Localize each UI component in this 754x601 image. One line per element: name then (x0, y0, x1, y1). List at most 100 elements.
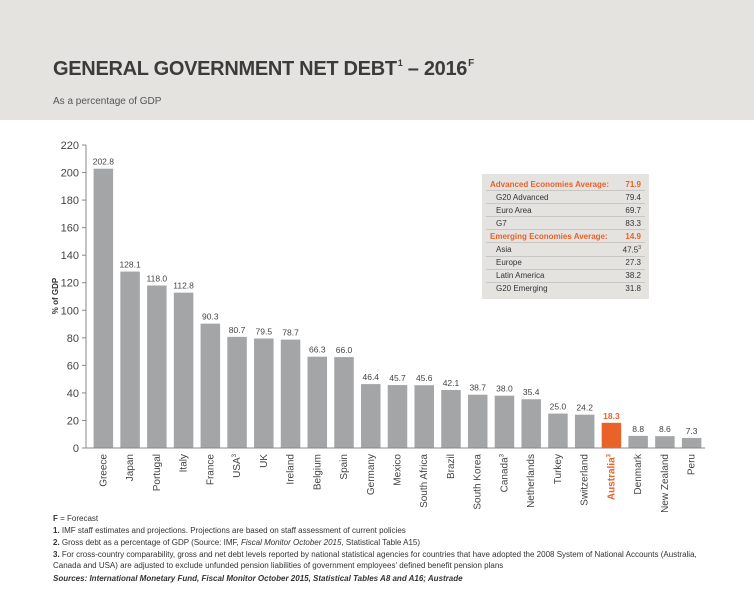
footnote-2-text-italic: Fiscal Monitor October 2015 (240, 538, 342, 547)
y-tick-label-100: 100 (61, 305, 79, 317)
value-label-ireland: 78.7 (282, 328, 299, 338)
value-label-greece: 202.8 (93, 157, 115, 167)
bar-switzerland (574, 414, 595, 448)
category-label-ireland: Ireland (286, 454, 297, 485)
bar-peru (681, 437, 702, 448)
averages-row: Emerging Economies Average: 14.9 (486, 229, 645, 243)
y-tick-label-160: 160 (61, 223, 79, 235)
category-sup-australia: 3 (606, 453, 612, 457)
category-label-usa: USA3 (232, 453, 243, 478)
footnote-2-number: 2. (53, 538, 60, 547)
footnote-forecast-text: = Forecast (57, 514, 99, 523)
footnote-1-number: 1. (53, 526, 60, 535)
averages-row-value-sup: 3 (638, 244, 641, 251)
bar-mexico (387, 385, 408, 448)
category-label-south-africa: South Africa (419, 454, 430, 508)
title-year: – 2016 (402, 58, 468, 80)
category-label-germany: Germany (366, 454, 377, 495)
bar-ireland (280, 339, 301, 448)
category-label-south-korea: South Korea (473, 454, 484, 510)
value-label-denmark: 8.8 (632, 424, 644, 434)
bar-brazil (441, 390, 461, 448)
value-label-france: 90.3 (202, 312, 219, 322)
bar-france (200, 323, 221, 448)
footnote-3: 3. For cross-country comparability, gros… (53, 549, 713, 571)
y-tick-label-0: 0 (73, 443, 79, 455)
bar-spain (334, 357, 354, 448)
bar-chart: 0 20 40 60 80 100 120 140 160 180 200 220 % of GDP 20… (51, 140, 705, 513)
bar-belgium (307, 356, 328, 448)
category-label-spain: Spain (339, 454, 350, 480)
averages-table-body: Advanced Economies Average: 71.9 G20 Advan… (486, 178, 645, 295)
y-tick-label-220: 220 (61, 140, 79, 152)
value-label-peru: 7.3 (686, 426, 698, 436)
value-label-south-africa: 45.6 (416, 373, 433, 383)
value-label-switzerland: 24.2 (576, 403, 593, 413)
averages-row-value: 47.53 (617, 242, 645, 257)
category-label-greece: Greece (98, 454, 109, 487)
value-label-usa: 80.7 (229, 325, 246, 335)
value-label-mexico: 45.7 (389, 373, 406, 383)
averages-row-label: Emerging Economies Average: (486, 229, 618, 243)
bar-greece (93, 168, 114, 448)
y-tick-label-20: 20 (67, 415, 79, 427)
footnotes: F = Forecast 1. IMF staff estimates and … (53, 513, 713, 585)
category-label-japan: Japan (125, 454, 136, 481)
value-label-germany: 46.4 (362, 372, 379, 382)
value-label-belgium: 66.3 (309, 345, 326, 355)
category-label-netherlands: Netherlands (526, 454, 537, 508)
averages-row-value: 14.9 (617, 229, 645, 243)
averages-row-label: G20 Emerging (496, 284, 548, 294)
averages-row-value: 79.4 (617, 190, 645, 204)
y-tick-label-80: 80 (67, 333, 79, 345)
footnote-3-text: For cross-country comparability, gross a… (53, 550, 697, 570)
bar-denmark (628, 435, 648, 448)
bar-italy (173, 292, 194, 448)
y-tick-label-60: 60 (67, 360, 79, 372)
value-label-australia: 18.3 (603, 411, 620, 421)
averages-row-label: G20 Advanced (486, 190, 618, 204)
bar-netherlands (521, 399, 541, 448)
value-label-turkey: 25.0 (550, 402, 567, 412)
averages-row-value: 27.3 (617, 256, 645, 270)
averages-row: G20 Emerging 31.8 (486, 282, 645, 295)
y-tick-label-40: 40 (67, 388, 79, 400)
chart-subtitle: As a percentage of GDP (53, 96, 162, 107)
y-tick-label-200: 200 (61, 168, 79, 180)
value-label-canada: 38.0 (496, 384, 513, 394)
value-label-brazil: 42.1 (443, 378, 460, 388)
value-label-spain: 66.0 (336, 345, 353, 355)
footnote-forecast-key: F (53, 514, 58, 523)
footnote-1-text: IMF staff estimates and projections. Pro… (59, 526, 406, 535)
averages-row-label: Europe (486, 256, 618, 270)
averages-row: Latin America 38.2 (486, 269, 645, 283)
category-label-denmark: Denmark (633, 453, 644, 495)
category-label-uk: UK (259, 454, 270, 468)
bar-canada (494, 395, 515, 448)
bar-turkey (548, 413, 568, 448)
bar-new-zealand (655, 436, 675, 448)
bar-portugal (147, 285, 167, 448)
bar-south-africa (414, 385, 434, 448)
category-label-australia: Australia3 (606, 453, 617, 500)
averages-row-label: G7 (486, 216, 618, 230)
value-label-new-zealand: 8.6 (659, 424, 671, 434)
value-label-netherlands: 35.4 (523, 387, 540, 397)
y-tick-label-120: 120 (61, 278, 79, 290)
category-label-brazil: Brazil (446, 454, 457, 479)
title-text: GENERAL GOVERNMENT NET DEBT (53, 58, 397, 80)
y-tick-label-180: 180 (61, 195, 79, 207)
footnote-2-text-b: , Statistical Table A15) (341, 538, 421, 547)
averages-row-label: Latin America (486, 269, 618, 283)
averages-row-value: 83.3 (617, 216, 645, 230)
averages-row: Europe 27.3 (486, 256, 645, 270)
header-band (0, 0, 754, 120)
category-sup-canada: 3 (499, 453, 505, 457)
averages-row-value: 31.8 (625, 284, 641, 294)
averages-row-value: 69.7 (617, 203, 645, 217)
category-label-switzerland: Switzerland (580, 454, 591, 506)
averages-row-label: Euro Area (486, 203, 618, 217)
footnote-2-text-a: Gross debt as a percentage of GDP (Sourc… (59, 538, 241, 547)
averages-row-value: 71.9 (617, 178, 645, 191)
category-label-canada: Canada3 (499, 453, 510, 492)
